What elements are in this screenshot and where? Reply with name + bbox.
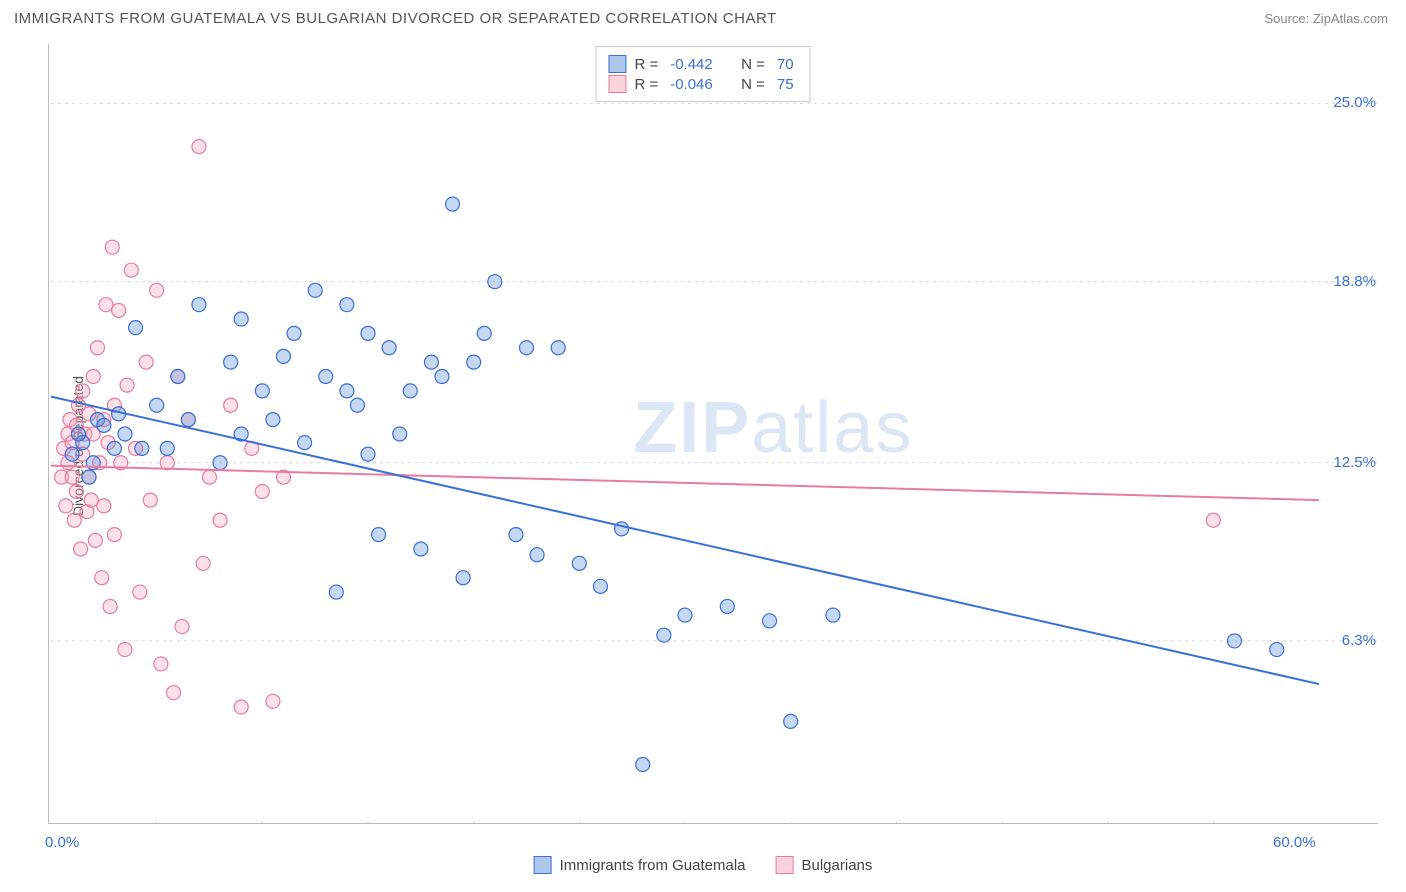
x-tick-label: 60.0% [1273,834,1316,851]
legend-series-item: Immigrants from Guatemala [534,856,746,874]
chart-title: IMMIGRANTS FROM GUATEMALA VS BULGARIAN D… [14,10,777,27]
legend-series-name: Immigrants from Guatemala [560,857,746,874]
legend-swatch-icon [534,856,552,874]
legend-series: Immigrants from Guatemala Bulgarians [534,856,873,874]
legend-r-value: -0.442 [670,56,713,73]
legend-n-value: 75 [777,76,794,93]
legend-series-item: Bulgarians [776,856,873,874]
legend-row: R = -0.442 N = 70 [608,55,797,73]
legend-r-label: R = [634,56,658,73]
legend-swatch-icon [608,55,626,73]
legend-n-value: 70 [777,56,794,73]
legend-n-label: N = [741,56,765,73]
legend-row: R = -0.046 N = 75 [608,75,797,93]
legend-correlation: R = -0.442 N = 70 R = -0.046 N = 75 [595,46,810,102]
x-tick-label: 0.0% [45,834,79,851]
legend-n-label: N = [741,76,765,93]
legend-swatch-icon [776,856,794,874]
legend-r-value: -0.046 [670,76,713,93]
y-tick-label: 6.3% [1326,632,1376,649]
legend-series-name: Bulgarians [802,857,873,874]
y-tick-label: 12.5% [1326,454,1376,471]
watermark: ZIPatlas [633,387,913,469]
legend-r-label: R = [634,76,658,93]
legend-swatch-icon [608,75,626,93]
source-label: Source: ZipAtlas.com [1264,11,1388,26]
y-tick-label: 25.0% [1326,94,1376,111]
y-tick-label: 18.8% [1326,273,1376,290]
